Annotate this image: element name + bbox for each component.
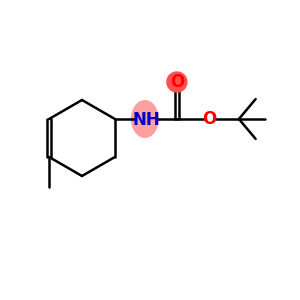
Circle shape (167, 72, 187, 92)
Ellipse shape (131, 100, 159, 138)
Text: O: O (170, 73, 184, 91)
Text: O: O (202, 110, 216, 128)
Text: NH: NH (132, 111, 160, 129)
